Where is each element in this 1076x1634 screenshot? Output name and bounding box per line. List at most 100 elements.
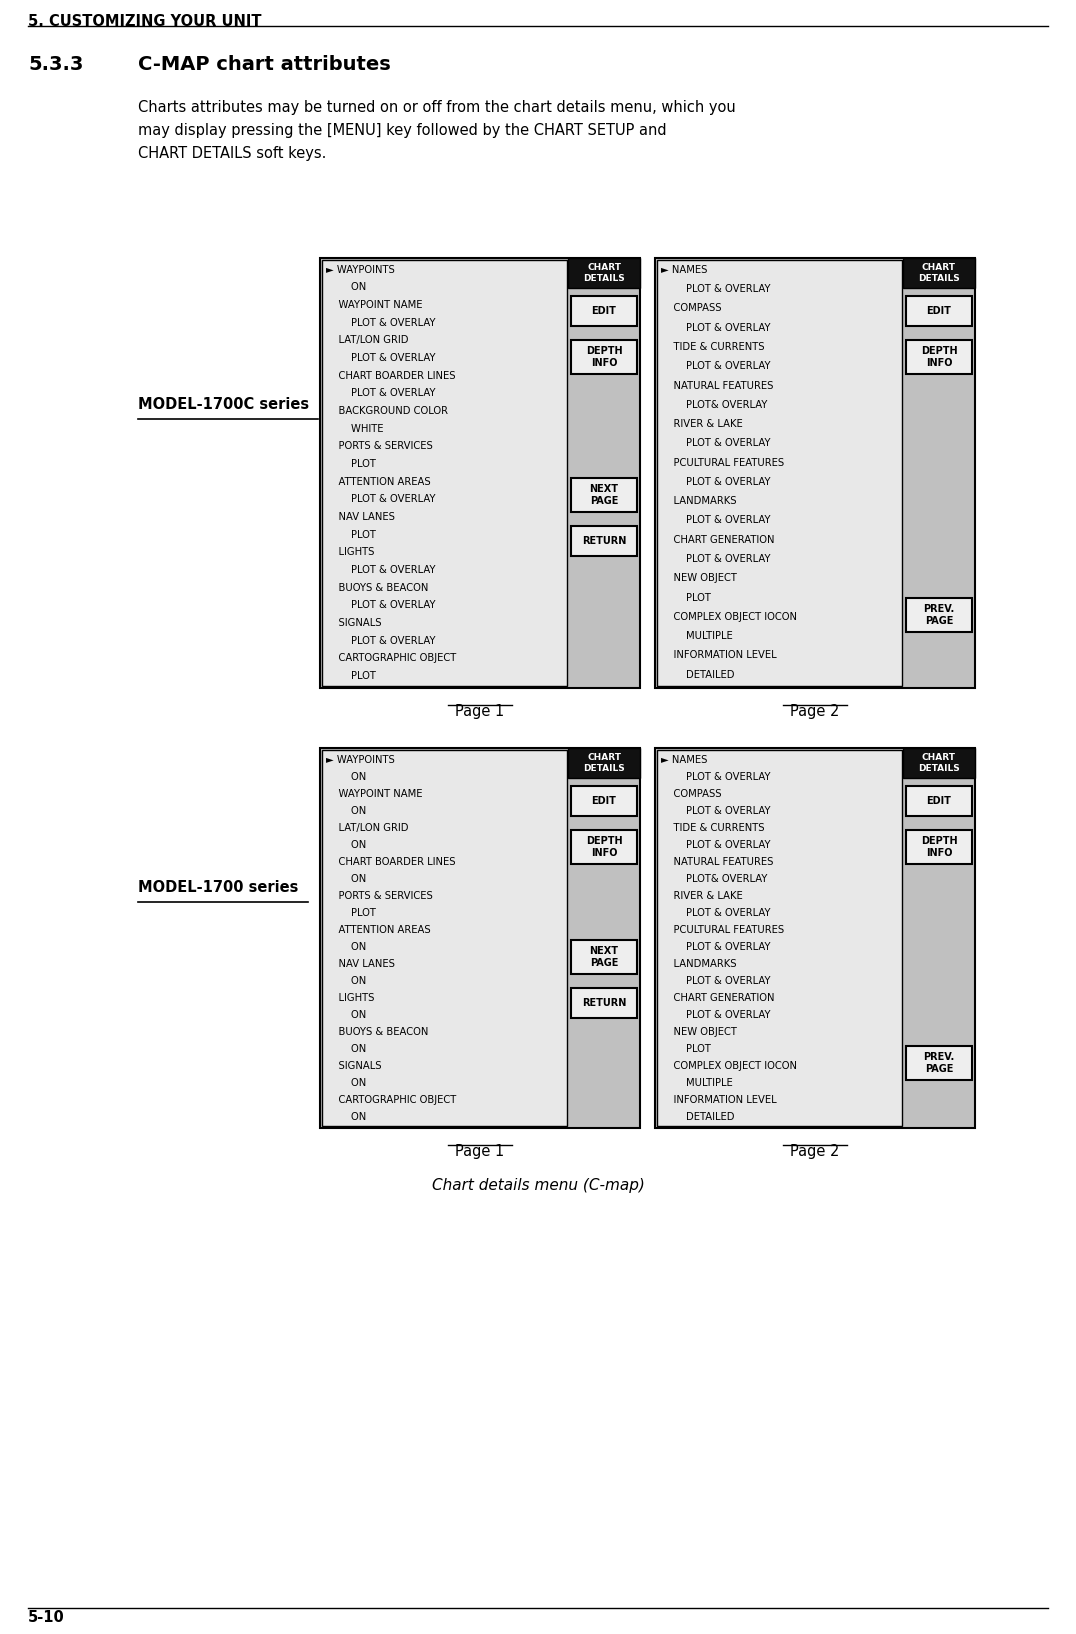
Text: ON: ON <box>326 1077 366 1088</box>
Text: WAYPOINT NAME: WAYPOINT NAME <box>326 789 423 799</box>
Text: RETURN: RETURN <box>582 536 626 546</box>
Text: BACKGROUND COLOR: BACKGROUND COLOR <box>326 405 448 417</box>
Bar <box>571 989 637 1018</box>
Text: MODEL-1700 series: MODEL-1700 series <box>138 881 298 895</box>
Text: PLOT: PLOT <box>661 1044 711 1054</box>
Text: PCULTURAL FEATURES: PCULTURAL FEATURES <box>661 458 784 467</box>
Text: DEPTH
INFO: DEPTH INFO <box>585 837 622 858</box>
Text: CHART BOARDER LINES: CHART BOARDER LINES <box>326 856 455 866</box>
Text: PLOT & OVERLAY: PLOT & OVERLAY <box>661 515 770 526</box>
Text: ► NAMES: ► NAMES <box>661 265 707 275</box>
Text: TIDE & CURRENTS: TIDE & CURRENTS <box>661 342 765 351</box>
Text: PLOT& OVERLAY: PLOT& OVERLAY <box>661 400 767 410</box>
Text: PLOT & OVERLAY: PLOT & OVERLAY <box>326 495 436 505</box>
Text: COMPLEX OBJECT IOCON: COMPLEX OBJECT IOCON <box>661 611 797 623</box>
Text: PREV.
PAGE: PREV. PAGE <box>923 605 954 626</box>
Bar <box>906 1046 972 1080</box>
Text: ON: ON <box>326 840 366 850</box>
Text: TIDE & CURRENTS: TIDE & CURRENTS <box>661 822 765 833</box>
Text: ► NAMES: ► NAMES <box>661 755 707 765</box>
Bar <box>906 340 972 374</box>
Text: CHART
DETAILS: CHART DETAILS <box>583 263 625 283</box>
Text: PLOT & OVERLAY: PLOT & OVERLAY <box>661 941 770 951</box>
Text: ON: ON <box>326 941 366 951</box>
Text: WHITE: WHITE <box>326 423 383 433</box>
Text: PLOT & OVERLAY: PLOT & OVERLAY <box>326 317 436 328</box>
Text: Page 1: Page 1 <box>455 1144 505 1159</box>
Text: ► WAYPOINTS: ► WAYPOINTS <box>326 265 395 275</box>
Text: PLOT& OVERLAY: PLOT& OVERLAY <box>661 874 767 884</box>
Text: PLOT & OVERLAY: PLOT & OVERLAY <box>326 636 436 645</box>
Bar <box>571 940 637 974</box>
Text: LANDMARKS: LANDMARKS <box>661 497 736 507</box>
Text: PREV.
PAGE: PREV. PAGE <box>923 1052 954 1074</box>
Text: INFORMATION LEVEL: INFORMATION LEVEL <box>661 650 777 660</box>
Text: Page 1: Page 1 <box>455 704 505 719</box>
Text: MODEL-1700C series: MODEL-1700C series <box>138 397 309 412</box>
Text: PLOT & OVERLAY: PLOT & OVERLAY <box>661 840 770 850</box>
Text: PCULTURAL FEATURES: PCULTURAL FEATURES <box>661 925 784 935</box>
Text: C-MAP chart attributes: C-MAP chart attributes <box>138 56 391 74</box>
Text: Chart details menu (C-map): Chart details menu (C-map) <box>431 1178 645 1193</box>
Text: PLOT & OVERLAY: PLOT & OVERLAY <box>661 322 770 333</box>
Bar <box>571 296 637 327</box>
Bar <box>320 748 640 1127</box>
Text: PLOT: PLOT <box>326 459 376 469</box>
Text: MULTIPLE: MULTIPLE <box>661 631 733 641</box>
Bar <box>320 258 640 688</box>
Text: EDIT: EDIT <box>926 306 951 315</box>
Text: COMPASS: COMPASS <box>661 789 722 799</box>
Text: DETAILED: DETAILED <box>661 670 735 680</box>
Text: BUOYS & BEACON: BUOYS & BEACON <box>326 1026 428 1036</box>
Text: NEXT
PAGE: NEXT PAGE <box>590 484 619 507</box>
Text: PLOT & OVERLAY: PLOT & OVERLAY <box>661 477 770 487</box>
Text: EDIT: EDIT <box>592 306 617 315</box>
Text: SIGNALS: SIGNALS <box>326 618 382 627</box>
Text: PLOT & OVERLAY: PLOT & OVERLAY <box>661 975 770 985</box>
Text: LIGHTS: LIGHTS <box>326 992 374 1003</box>
Text: CHART
DETAILS: CHART DETAILS <box>918 263 960 283</box>
Text: 5-10: 5-10 <box>28 1609 65 1624</box>
Text: PLOT & OVERLAY: PLOT & OVERLAY <box>661 771 770 781</box>
Text: ON: ON <box>326 771 366 781</box>
Text: COMPASS: COMPASS <box>661 304 722 314</box>
Text: PLOT & OVERLAY: PLOT & OVERLAY <box>661 806 770 815</box>
Text: CARTOGRAPHIC OBJECT: CARTOGRAPHIC OBJECT <box>326 1095 456 1105</box>
Text: RETURN: RETURN <box>582 998 626 1008</box>
Bar <box>906 786 972 815</box>
Text: Charts attributes may be turned on or off from the chart details menu, which you: Charts attributes may be turned on or of… <box>138 100 736 114</box>
Bar <box>906 830 972 864</box>
Text: CHART BOARDER LINES: CHART BOARDER LINES <box>326 371 455 381</box>
Bar <box>655 748 975 1127</box>
Text: ON: ON <box>326 806 366 815</box>
Bar <box>322 260 567 686</box>
Text: NAV LANES: NAV LANES <box>326 959 395 969</box>
Text: ON: ON <box>326 975 366 985</box>
Text: ON: ON <box>326 1111 366 1121</box>
Text: CHART GENERATION: CHART GENERATION <box>661 534 775 544</box>
Text: ON: ON <box>326 874 366 884</box>
Text: LIGHTS: LIGHTS <box>326 547 374 557</box>
Text: PLOT & OVERLAY: PLOT & OVERLAY <box>326 600 436 611</box>
Bar <box>568 748 640 778</box>
Text: ON: ON <box>326 283 366 292</box>
Text: may display pressing the [MENU] key followed by the CHART SETUP and: may display pressing the [MENU] key foll… <box>138 123 667 137</box>
Text: RIVER & LAKE: RIVER & LAKE <box>661 891 742 900</box>
Bar <box>906 296 972 327</box>
Bar <box>571 479 637 511</box>
Text: CHART GENERATION: CHART GENERATION <box>661 992 775 1003</box>
Bar <box>571 526 637 556</box>
Text: Page 2: Page 2 <box>790 704 839 719</box>
Text: PLOT: PLOT <box>326 529 376 539</box>
Text: BUOYS & BEACON: BUOYS & BEACON <box>326 583 428 593</box>
Text: NATURAL FEATURES: NATURAL FEATURES <box>661 381 774 391</box>
Bar <box>571 830 637 864</box>
Text: CHART
DETAILS: CHART DETAILS <box>918 753 960 773</box>
Bar <box>903 258 975 288</box>
Text: NAV LANES: NAV LANES <box>326 511 395 521</box>
Text: PLOT & OVERLAY: PLOT & OVERLAY <box>661 361 770 371</box>
Bar <box>903 748 975 778</box>
Bar <box>322 750 567 1126</box>
Text: EDIT: EDIT <box>592 796 617 806</box>
Text: CHART DETAILS soft keys.: CHART DETAILS soft keys. <box>138 145 326 162</box>
